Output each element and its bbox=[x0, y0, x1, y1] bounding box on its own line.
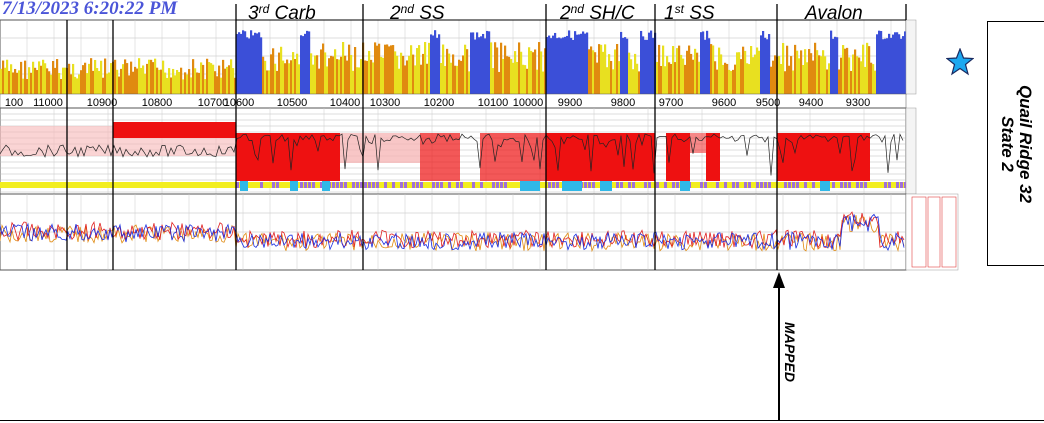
zone-label: 1st SS bbox=[664, 2, 715, 24]
depth-tick-label: 10200 bbox=[424, 97, 455, 109]
star-icon bbox=[946, 48, 974, 76]
well-name-box: Quail Ridge 32 State 2 bbox=[987, 21, 1044, 266]
depth-tick-label: 10800 bbox=[142, 97, 173, 109]
depth-tick-label: 10500 bbox=[277, 97, 308, 109]
depth-tick-label: 10100 bbox=[478, 97, 509, 109]
depth-tick-label: 11000 bbox=[33, 97, 63, 109]
zone-label: 3rd Carb bbox=[248, 2, 316, 24]
well-name-line2: State 2 bbox=[998, 115, 1017, 172]
well-name-line1: Quail Ridge 32 bbox=[1016, 84, 1035, 203]
depth-tick-label: 9600 bbox=[712, 97, 736, 109]
zone-label: 2nd SS bbox=[389, 2, 445, 24]
zone-label: 2nd SH/C bbox=[559, 2, 635, 24]
depth-tick-label: 10300 bbox=[370, 97, 401, 109]
porosity-track bbox=[0, 193, 959, 271]
resistivity-track bbox=[0, 107, 917, 195]
depth-tick-label: 9400 bbox=[799, 97, 823, 109]
depth-tick-label: 10600 bbox=[224, 97, 255, 109]
depth-tick-label: 9500 bbox=[756, 97, 780, 109]
timestamp: 7/13/2023 6:20:22 PM bbox=[2, 0, 178, 19]
zone-label: Avalon bbox=[804, 3, 863, 24]
zone-header: 3rd Carb 2nd SS 2nd SH/C 1st SS Avalon bbox=[236, 2, 906, 24]
bottom-rule bbox=[0, 420, 1044, 421]
depth-tick-label: 9700 bbox=[659, 97, 683, 109]
depth-tick-label: 10900 bbox=[87, 97, 118, 109]
depth-tick-label: 9900 bbox=[558, 97, 582, 109]
mapped-label: MAPPED bbox=[782, 322, 798, 382]
depth-tick-label: 9300 bbox=[846, 97, 870, 109]
depth-tick-label: 100 bbox=[5, 97, 23, 109]
depth-tick-label: 9800 bbox=[611, 97, 635, 109]
depth-tick-label: 10000 bbox=[513, 97, 544, 109]
depth-tick-label: 10400 bbox=[330, 97, 361, 109]
depth-tick-label: 10700 bbox=[198, 97, 229, 109]
well-name: Quail Ridge 32 State 2 bbox=[998, 84, 1035, 203]
mapped-arrow bbox=[773, 272, 785, 420]
gamma-ray-track bbox=[0, 19, 917, 95]
